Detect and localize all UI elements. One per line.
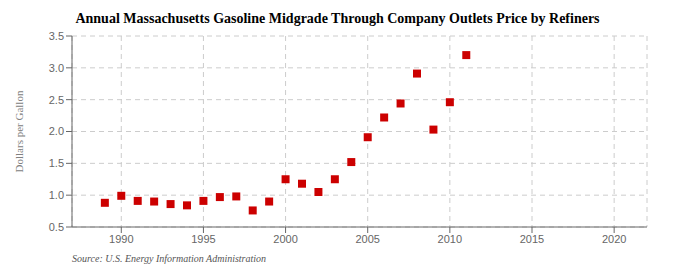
svg-text:2.0: 2.0 (49, 125, 64, 137)
svg-text:2010: 2010 (438, 233, 462, 245)
svg-text:0.5: 0.5 (49, 221, 64, 233)
svg-text:2000: 2000 (273, 233, 297, 245)
svg-text:1.0: 1.0 (49, 189, 64, 201)
svg-text:2005: 2005 (355, 233, 379, 245)
svg-text:1990: 1990 (109, 233, 133, 245)
html-text:Source: U.S. Energy Informatio: Source: U.S. Energy Information Administ… (72, 253, 267, 264)
svg-text:3.5: 3.5 (49, 30, 64, 42)
svg-text:Dollars per Gallon: Dollars per Gallon (13, 90, 25, 172)
svg-text:2015: 2015 (520, 233, 544, 245)
svg-text:1.5: 1.5 (49, 157, 64, 169)
html-text:Annual Massachusetts Gasoline: Annual Massachusetts Gasoline Midgrade T… (75, 11, 600, 26)
svg-text:2020: 2020 (602, 233, 626, 245)
svg-text:2.5: 2.5 (49, 94, 64, 106)
svg-text:1995: 1995 (191, 233, 215, 245)
svg-text:3.0: 3.0 (49, 62, 64, 74)
